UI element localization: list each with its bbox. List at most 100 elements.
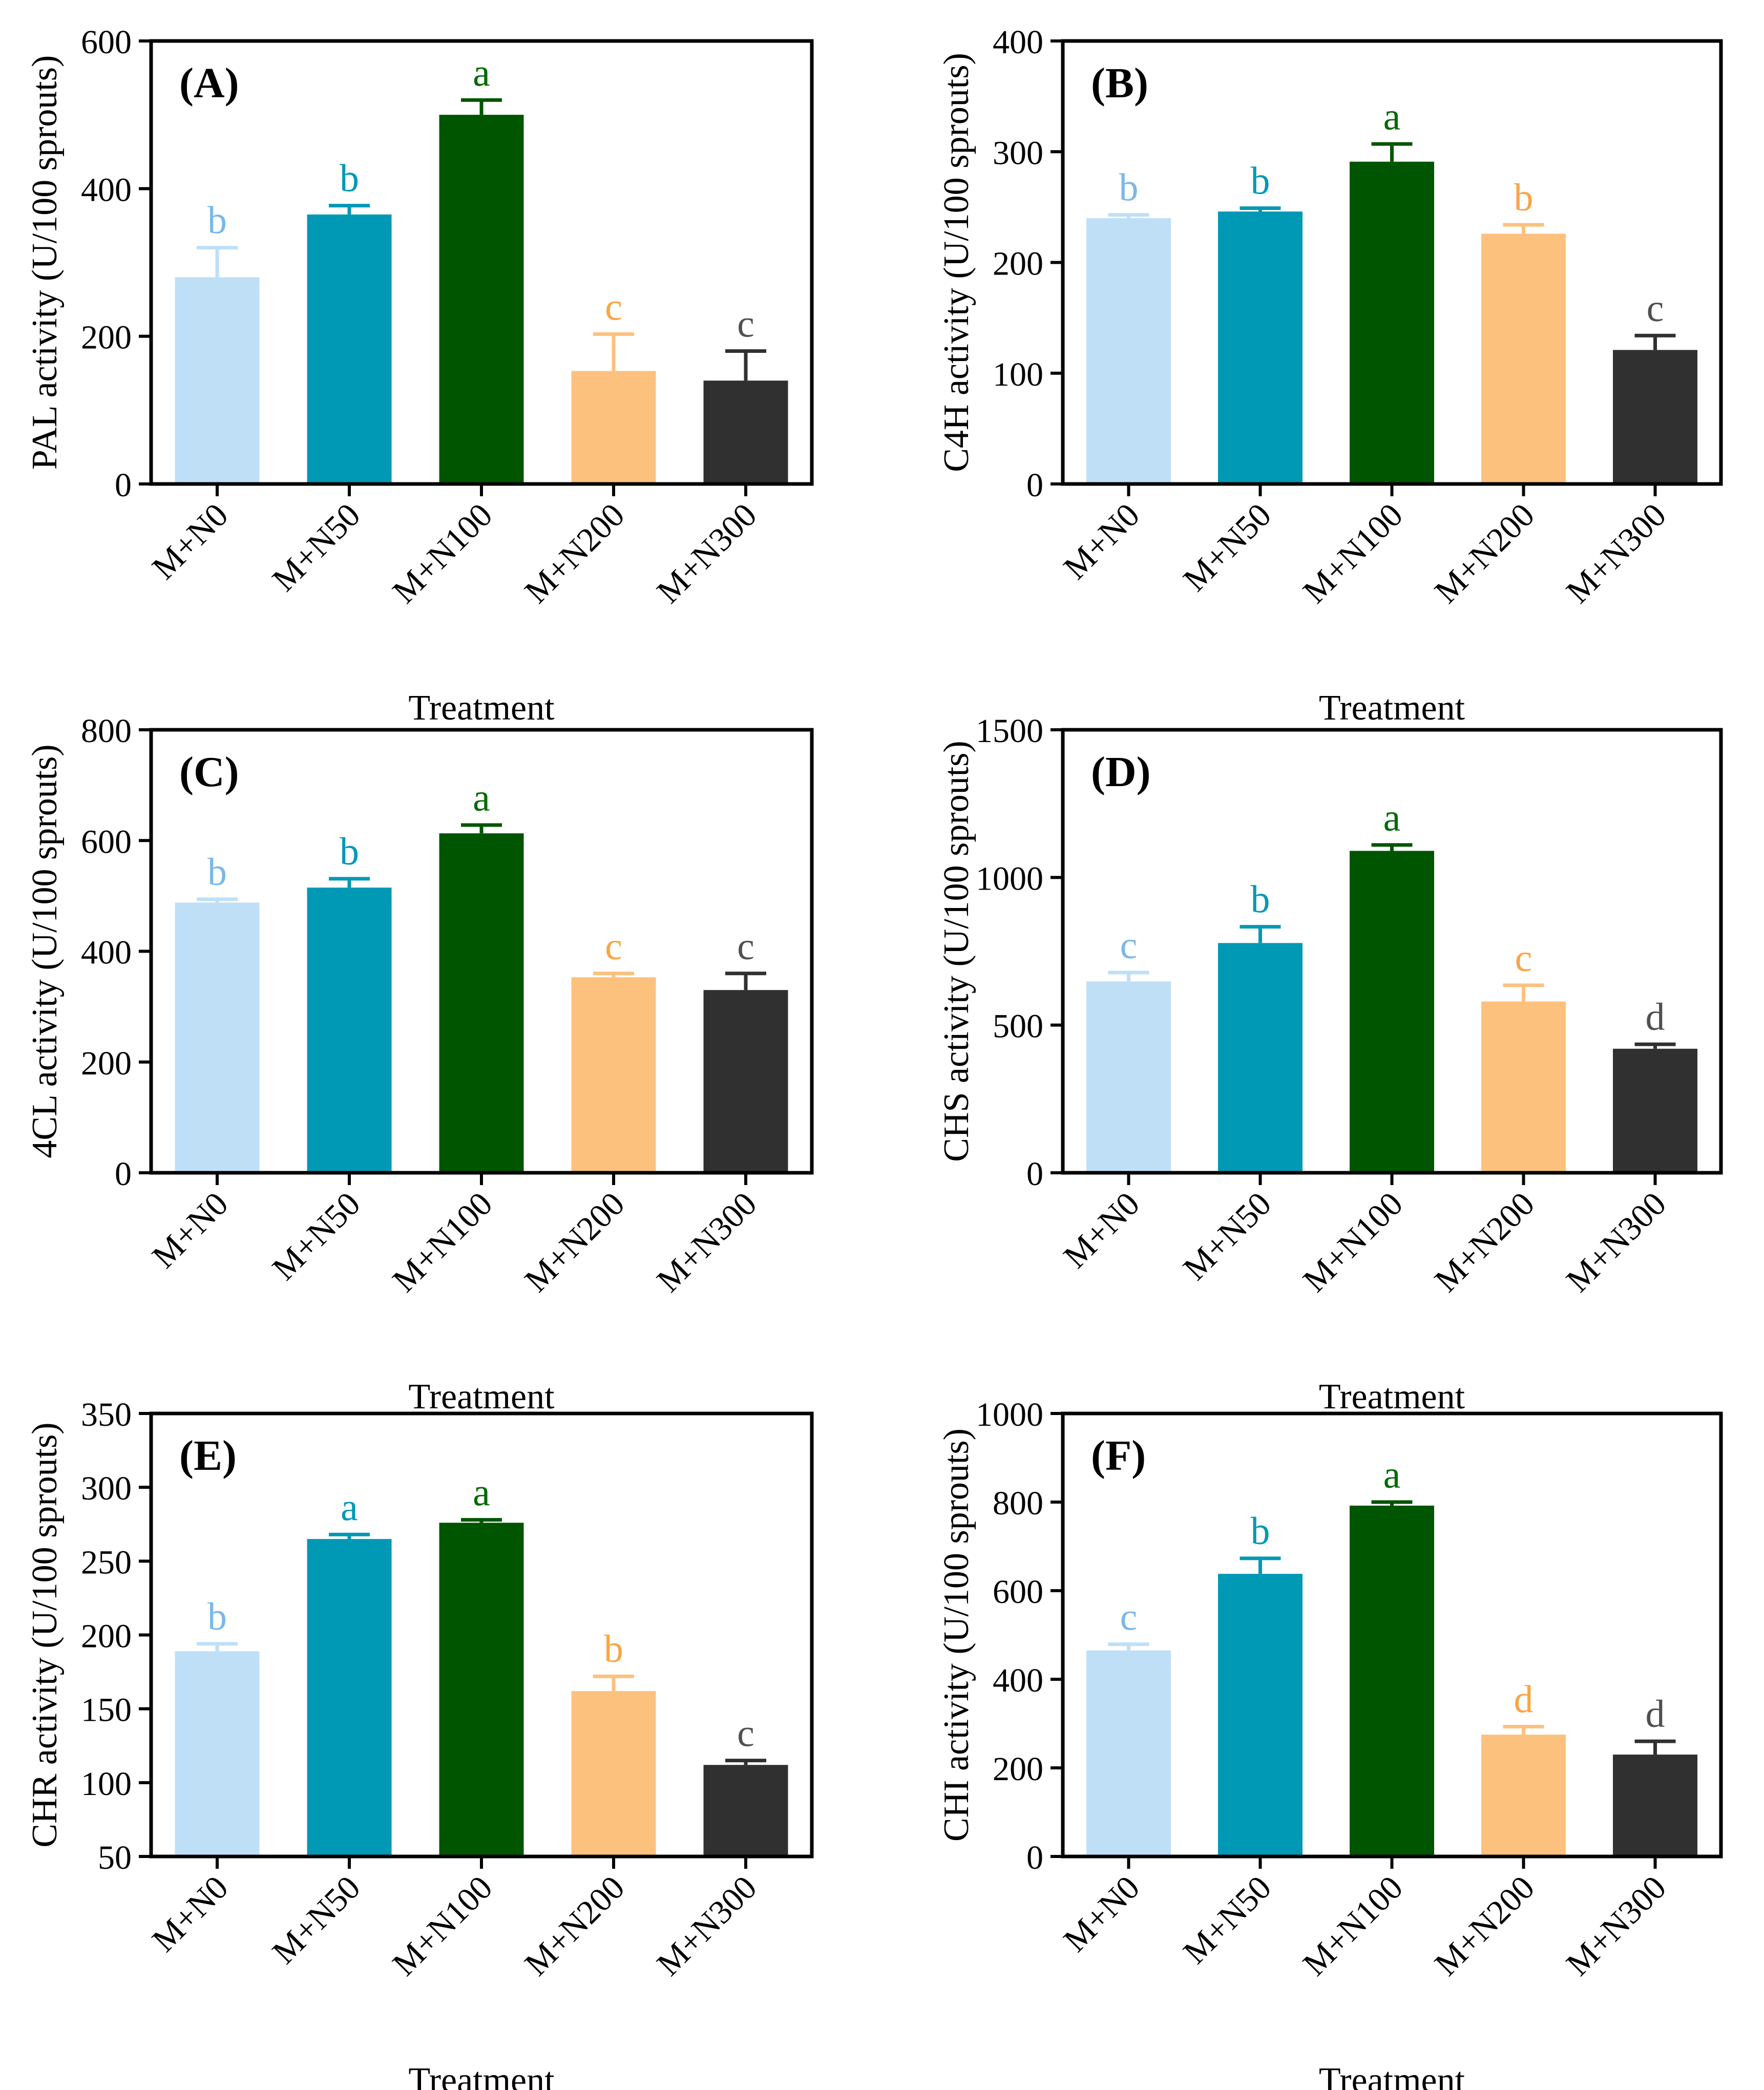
x-tick-label: M+N200: [517, 496, 632, 610]
chart-panel-1: b b a c c 0 200 400 600 M+N0 M+N50 M+N100 M+N200 M+N3…: [25, 24, 814, 728]
y-tick-label: 400: [81, 171, 132, 208]
significance-letter: c: [1120, 924, 1138, 967]
bar-M+N50: [307, 1539, 392, 1856]
x-tick-label: M+N50: [265, 1869, 368, 1971]
y-tick-label: 200: [81, 1045, 132, 1082]
significance-letter: b: [340, 157, 359, 200]
x-tick-label: M+N0: [1057, 496, 1147, 586]
x-axis-title: Treatment: [408, 688, 555, 728]
x-tick-label: M+N300: [1559, 496, 1673, 610]
significance-letter: b: [1119, 166, 1139, 209]
bar-M+N50: [1218, 1574, 1303, 1856]
x-tick-label: M+N200: [1427, 496, 1542, 610]
x-tick-label: M+N0: [145, 496, 235, 586]
bar-M+N0: [175, 277, 260, 484]
x-tick-label: M+N200: [1427, 1185, 1542, 1299]
y-tick-label: 500: [993, 1008, 1043, 1045]
x-tick-label: M+N100: [385, 496, 499, 610]
x-tick-label: M+N200: [1427, 1869, 1542, 1983]
y-tick-label: 1500: [976, 712, 1043, 750]
x-tick-label: M+N0: [145, 1185, 235, 1275]
x-tick-label: M+N300: [649, 1185, 764, 1299]
bar-M+N100: [1350, 161, 1434, 484]
y-axis-title: CHR activity (U/100 sprouts): [25, 1422, 65, 1847]
significance-letter: c: [605, 925, 622, 968]
y-tick-label: 1000: [976, 1396, 1043, 1433]
y-tick-label: 150: [81, 1692, 132, 1729]
bar-M+N300: [703, 990, 788, 1173]
y-tick-label: 200: [81, 1618, 132, 1655]
y-tick-label: 0: [1026, 467, 1043, 504]
significance-letter: c: [1647, 287, 1664, 330]
x-tick-label: M+N0: [145, 1869, 235, 1959]
bar-M+N300: [1613, 350, 1697, 484]
panel-label: (C): [179, 748, 239, 796]
y-tick-label: 1000: [976, 860, 1043, 897]
bar-M+N200: [571, 371, 656, 484]
significance-letter: c: [737, 303, 754, 346]
y-tick-label: 600: [81, 823, 132, 860]
bar-M+N0: [1086, 218, 1171, 484]
significance-letter: b: [1251, 1510, 1270, 1553]
x-tick-label: M+N200: [517, 1869, 632, 1983]
y-tick-label: 0: [115, 1155, 132, 1193]
x-tick-label: M+N50: [1176, 496, 1278, 599]
bar-M+N0: [175, 902, 260, 1173]
x-axis-title: Treatment: [1319, 1377, 1465, 1417]
bar-M+N200: [1481, 234, 1566, 484]
significance-letter: b: [207, 1595, 227, 1638]
y-tick-label: 350: [81, 1396, 132, 1433]
significance-letter: b: [207, 199, 227, 242]
significance-letter: d: [1514, 1678, 1534, 1721]
bar-M+N0: [1086, 1650, 1171, 1856]
significance-letter: d: [1646, 1693, 1665, 1736]
x-tick-label: M+N100: [1296, 1185, 1410, 1299]
significance-letter: a: [473, 776, 490, 819]
significance-letter: c: [737, 1712, 754, 1755]
y-tick-label: 300: [81, 1470, 132, 1507]
significance-letter: c: [1120, 1596, 1138, 1639]
y-tick-label: 800: [993, 1485, 1043, 1522]
significance-letter: a: [341, 1486, 358, 1529]
bar-M+N100: [439, 115, 524, 484]
y-tick-label: 400: [993, 1662, 1043, 1699]
x-tick-label: M+N50: [1176, 1185, 1278, 1287]
y-tick-label: 300: [993, 134, 1043, 172]
y-tick-label: 0: [115, 467, 132, 504]
bar-M+N300: [1613, 1048, 1697, 1173]
x-tick-label: M+N200: [517, 1185, 632, 1299]
y-tick-label: 0: [1026, 1155, 1043, 1193]
panel-label: (B): [1091, 59, 1148, 107]
y-tick-label: 200: [993, 1750, 1043, 1788]
y-axis-title: PAL activity (U/100 sprouts): [25, 55, 65, 470]
y-axis-title: CHI activity (U/100 sprouts): [937, 1428, 976, 1842]
y-tick-label: 100: [993, 356, 1043, 393]
significance-letter: b: [1251, 878, 1270, 921]
bar-M+N50: [307, 214, 392, 484]
x-tick-label: M+N50: [265, 496, 368, 599]
x-axis-title: Treatment: [408, 1377, 555, 1417]
chart-panel-2: b b a b c 0 100 200 300 400 M+N0 M+N50 M+N100 M+N200 M…: [937, 24, 1723, 728]
y-tick-label: 600: [81, 24, 132, 61]
x-tick-label: M+N300: [1559, 1185, 1673, 1299]
y-tick-label: 50: [98, 1839, 132, 1876]
chart-panel-3: b b a c c 0 200 400 600 800 M+N0 M+N50 M+N100 M+N200 M…: [25, 712, 814, 1417]
chart-panel-5: b a a b c 50 100 150 200 250 300 350 M+N0 M+N50 M+N100…: [25, 1396, 814, 2090]
significance-letter: a: [1383, 796, 1401, 839]
x-tick-label: M+N100: [385, 1185, 499, 1299]
y-tick-label: 400: [993, 24, 1043, 61]
significance-letter: a: [473, 1471, 490, 1514]
x-tick-label: M+N300: [1559, 1869, 1673, 1983]
panel-label: (D): [1091, 748, 1151, 796]
y-tick-label: 200: [81, 319, 132, 356]
x-tick-label: M+N0: [1057, 1869, 1147, 1959]
significance-letter: d: [1646, 996, 1665, 1039]
panel-label: (F): [1091, 1432, 1146, 1480]
x-tick-label: M+N50: [265, 1185, 368, 1287]
bar-M+N100: [439, 1523, 524, 1856]
y-tick-label: 800: [81, 712, 132, 750]
y-tick-label: 200: [993, 245, 1043, 283]
bar-M+N100: [1350, 851, 1434, 1173]
chart-panel-4: c b a c d 0 500 1000 1500 M+N0 M+N50 M+N100 M+N200 M+…: [937, 712, 1723, 1417]
